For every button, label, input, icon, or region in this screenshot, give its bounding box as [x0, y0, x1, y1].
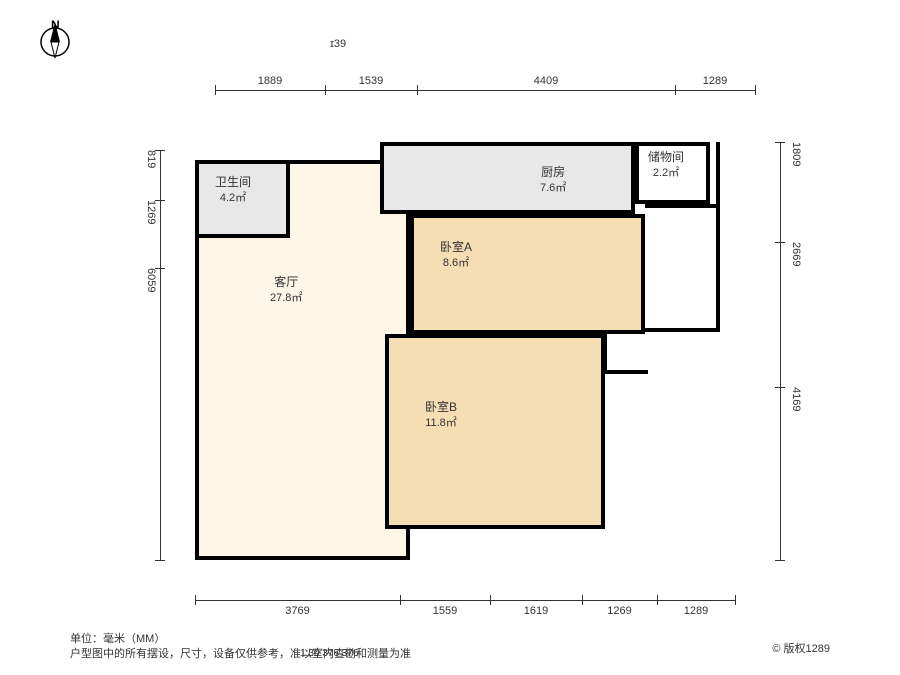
dim-bottom-tick-3 — [582, 595, 583, 605]
dim-left-value-0: 819 — [145, 150, 157, 200]
dim-right-tick-1 — [775, 242, 785, 243]
dim-right-value-1: 2669 — [790, 242, 802, 387]
dim-bottom-value-3: 1269 — [582, 605, 657, 617]
dim-bottom-line — [195, 600, 735, 601]
dim-left-value-2: 6059 — [145, 268, 157, 560]
dim-top-value-0: 1889 — [215, 75, 325, 87]
dim-left-line — [160, 150, 161, 560]
dim-bottom-value-4: 1289 — [657, 605, 735, 617]
footer-unit: 单位：毫米（MM） — [70, 630, 165, 646]
dim-right-tick-2 — [775, 387, 785, 388]
dim-top-value-1: 1539 — [325, 75, 417, 87]
dim-top-line — [215, 90, 755, 91]
compass-icon: N — [35, 20, 75, 74]
room-area: 27.8㎡ — [270, 291, 302, 305]
dim-right-value-0: 1809 — [790, 142, 802, 242]
room-kitchen — [380, 142, 635, 214]
room-area: 8.6㎡ — [440, 256, 472, 270]
dim-right-line — [780, 142, 781, 560]
compass-north-label: N — [51, 18, 60, 32]
room-label-kitchen: 厨房7.6㎡ — [540, 165, 566, 195]
room-name: 卧室A — [440, 240, 472, 256]
room-label-storage: 储物间2.2㎡ — [648, 150, 684, 180]
room-label-bedroomB: 卧室B11.8㎡ — [425, 400, 457, 430]
dim-bottom-tick-2 — [490, 595, 491, 605]
room-name: 卫生间 — [215, 175, 251, 191]
room-label-bedroomA: 卧室A8.6㎡ — [440, 240, 472, 270]
room-area: 4.2㎡ — [215, 191, 251, 205]
dim-bottom-tick-1 — [400, 595, 401, 605]
room-area: 2.2㎡ — [648, 166, 684, 180]
wall-segment-3 — [603, 334, 607, 374]
room-label-bathroom: 卫生间4.2㎡ — [215, 175, 251, 205]
footer-disclaimer: 户型图中的所有摆设，尺寸，设备仅供参考，准以室内查勘和测量为准 — [70, 645, 411, 661]
room-bedroomA — [410, 214, 645, 334]
room-name: 储物间 — [648, 150, 684, 166]
dim-top-value-2: 4409 — [417, 75, 675, 87]
wall-segment-4 — [603, 370, 648, 374]
copyright-text: © 版权1289 — [772, 640, 830, 656]
dim-right-tick-3 — [775, 560, 785, 561]
dim-bottom-value-1: 1559 — [400, 605, 490, 617]
dim-right-tick-0 — [775, 142, 785, 143]
stray-dimension-text: ɪ39 — [330, 38, 346, 50]
wall-segment-0 — [645, 204, 720, 208]
dim-bottom-value-2: 1619 — [490, 605, 582, 617]
dim-left-value-1: 1269 — [145, 200, 157, 268]
dim-right-value-2: 4169 — [790, 387, 802, 560]
wall-segment-1 — [716, 142, 720, 332]
dim-bottom-value-0: 3769 — [195, 605, 400, 617]
dim-bottom-tick-4 — [657, 595, 658, 605]
room-name: 卧室B — [425, 400, 457, 416]
footer-scale: 1:30 376 376 — [300, 648, 358, 659]
dim-bottom-tick-5 — [735, 595, 736, 605]
room-name: 厨房 — [540, 165, 566, 181]
room-label-living: 客厅27.8㎡ — [270, 275, 302, 305]
dim-top-tick-4 — [755, 85, 756, 95]
wall-segment-2 — [645, 328, 720, 332]
room-name: 客厅 — [270, 275, 302, 291]
room-bedroomB — [385, 334, 605, 529]
dim-left-tick-3 — [155, 560, 165, 561]
dim-bottom-tick-0 — [195, 595, 196, 605]
room-area: 11.8㎡ — [425, 416, 457, 430]
dim-top-value-3: 1289 — [675, 75, 755, 87]
room-area: 7.6㎡ — [540, 181, 566, 195]
